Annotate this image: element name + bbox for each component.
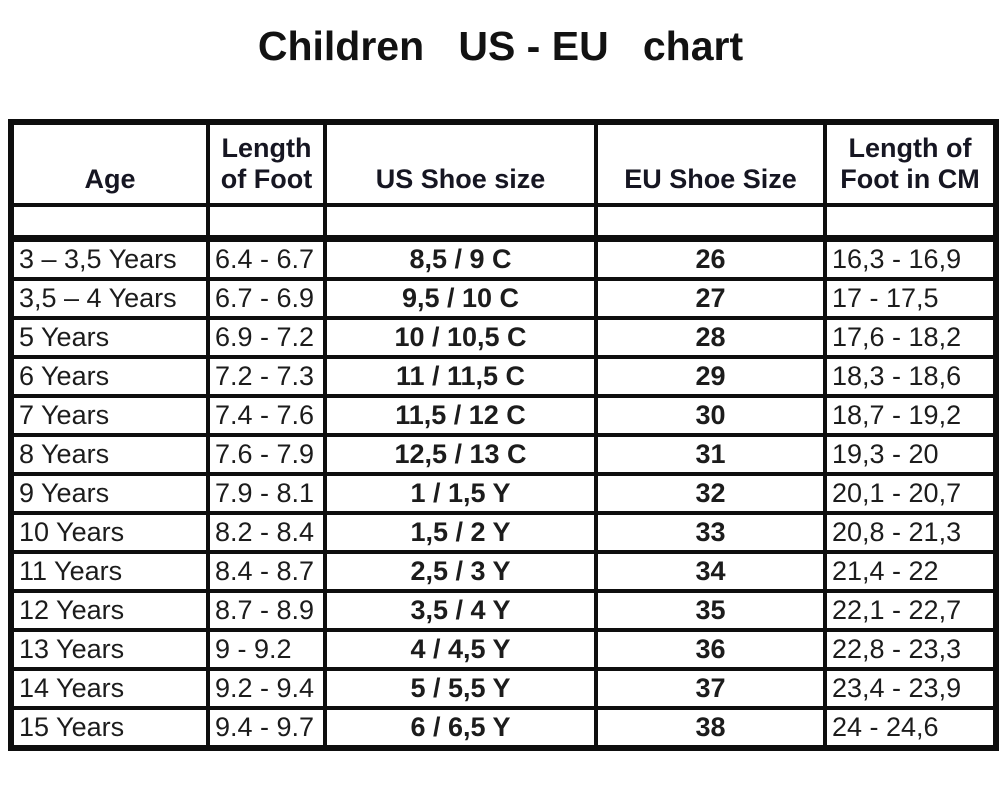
cell-foot-length: 8.4 - 8.7 (206, 550, 327, 594)
cell-foot-length: 7.2 - 7.3 (206, 355, 327, 399)
cell-eu-size: 26 (594, 236, 827, 282)
cell-age: 14 Years (9, 667, 210, 711)
page-title: Children US - EU chart (257, 23, 744, 69)
spacer-cell (9, 203, 210, 243)
cell-age: 12 Years (9, 589, 210, 633)
table-row: 13 Years 9 - 9.2 4 / 4,5 Y 36 22,8 - 23,… (9, 628, 998, 672)
cell-foot-cm: 23,4 - 23,9 (823, 667, 998, 711)
cell-us-size: 6 / 6,5 Y (323, 706, 598, 751)
cell-eu-size: 29 (594, 355, 827, 399)
cell-foot-length: 6.7 - 6.9 (206, 277, 327, 321)
cell-foot-cm: 21,4 - 22 (823, 550, 998, 594)
cell-age: 10 Years (9, 511, 210, 555)
header-foot-length: Length of Foot (206, 120, 327, 208)
cell-foot-cm: 17,6 - 18,2 (823, 316, 998, 360)
cell-foot-cm: 20,8 - 21,3 (823, 511, 998, 555)
cell-foot-cm: 24 - 24,6 (823, 706, 998, 751)
cell-us-size: 9,5 / 10 C (323, 277, 598, 321)
size-chart-table: Age Length of Foot US Shoe size EU Shoe … (8, 119, 999, 752)
spacer-cell (206, 203, 327, 243)
cell-foot-length: 8.7 - 8.9 (206, 589, 327, 633)
table-row: 3 – 3,5 Years 6.4 - 6.7 8,5 / 9 C 26 16,… (9, 236, 998, 282)
cell-us-size: 11,5 / 12 C (323, 394, 598, 438)
cell-us-size: 4 / 4,5 Y (323, 628, 598, 672)
cell-age: 5 Years (9, 316, 210, 360)
cell-foot-cm: 18,3 - 18,6 (823, 355, 998, 399)
table-row: 6 Years 7.2 - 7.3 11 / 11,5 C 29 18,3 - … (9, 355, 998, 399)
cell-age: 11 Years (9, 550, 210, 594)
table-row: 9 Years 7.9 - 8.1 1 / 1,5 Y 32 20,1 - 20… (9, 472, 998, 516)
cell-age: 9 Years (9, 472, 210, 516)
cell-us-size: 5 / 5,5 Y (323, 667, 598, 711)
cell-age: 7 Years (9, 394, 210, 438)
cell-eu-size: 37 (594, 667, 827, 711)
table-row: 8 Years 7.6 - 7.9 12,5 / 13 C 31 19,3 - … (9, 433, 998, 477)
cell-us-size: 12,5 / 13 C (323, 433, 598, 477)
cell-foot-length: 9 - 9.2 (206, 628, 327, 672)
cell-eu-size: 36 (594, 628, 827, 672)
table-row: 11 Years 8.4 - 8.7 2,5 / 3 Y 34 21,4 - 2… (9, 550, 998, 594)
spacer-cell (323, 203, 598, 243)
cell-us-size: 11 / 11,5 C (323, 355, 598, 399)
cell-foot-length: 7.4 - 7.6 (206, 394, 327, 438)
cell-foot-length: 8.2 - 8.4 (206, 511, 327, 555)
cell-eu-size: 32 (594, 472, 827, 516)
cell-foot-cm: 22,8 - 23,3 (823, 628, 998, 672)
header-row: Age Length of Foot US Shoe size EU Shoe … (9, 120, 998, 208)
table-row: 10 Years 8.2 - 8.4 1,5 / 2 Y 33 20,8 - 2… (9, 511, 998, 555)
cell-foot-cm: 20,1 - 20,7 (823, 472, 998, 516)
cell-eu-size: 30 (594, 394, 827, 438)
cell-eu-size: 35 (594, 589, 827, 633)
cell-eu-size: 27 (594, 277, 827, 321)
cell-foot-length: 7.6 - 7.9 (206, 433, 327, 477)
header-foot-cm: Length of Foot in CM (823, 120, 998, 208)
cell-age: 6 Years (9, 355, 210, 399)
cell-foot-length: 7.9 - 8.1 (206, 472, 327, 516)
header-us-size: US Shoe size (323, 120, 598, 208)
cell-eu-size: 38 (594, 706, 827, 751)
header-age: Age (9, 120, 210, 208)
table-row: 7 Years 7.4 - 7.6 11,5 / 12 C 30 18,7 - … (9, 394, 998, 438)
table-row: 5 Years 6.9 - 7.2 10 / 10,5 C 28 17,6 - … (9, 316, 998, 360)
cell-eu-size: 34 (594, 550, 827, 594)
cell-us-size: 8,5 / 9 C (323, 236, 598, 282)
cell-age: 3,5 – 4 Years (9, 277, 210, 321)
cell-us-size: 1 / 1,5 Y (323, 472, 598, 516)
cell-us-size: 2,5 / 3 Y (323, 550, 598, 594)
cell-eu-size: 31 (594, 433, 827, 477)
cell-foot-length: 6.4 - 6.7 (206, 236, 327, 282)
cell-foot-cm: 22,1 - 22,7 (823, 589, 998, 633)
header-eu-size: EU Shoe Size (594, 120, 827, 208)
cell-foot-cm: 18,7 - 19,2 (823, 394, 998, 438)
cell-foot-cm: 19,3 - 20 (823, 433, 998, 477)
cell-foot-length: 9.4 - 9.7 (206, 706, 327, 751)
spacer-cell (594, 203, 827, 243)
table-row: 12 Years 8.7 - 8.9 3,5 / 4 Y 35 22,1 - 2… (9, 589, 998, 633)
cell-foot-cm: 16,3 - 16,9 (823, 236, 998, 282)
cell-eu-size: 33 (594, 511, 827, 555)
cell-age: 13 Years (9, 628, 210, 672)
spacer-cell (823, 203, 998, 243)
cell-age: 3 – 3,5 Years (9, 236, 210, 282)
cell-us-size: 10 / 10,5 C (323, 316, 598, 360)
spacer-row (9, 203, 998, 243)
page: Children US - EU chart Age Length of Foo… (0, 23, 1001, 800)
cell-us-size: 3,5 / 4 Y (323, 589, 598, 633)
cell-us-size: 1,5 / 2 Y (323, 511, 598, 555)
cell-eu-size: 28 (594, 316, 827, 360)
table-row: 15 Years 9.4 - 9.7 6 / 6,5 Y 38 24 - 24,… (9, 706, 998, 751)
cell-age: 8 Years (9, 433, 210, 477)
cell-age: 15 Years (9, 706, 210, 751)
cell-foot-cm: 17 - 17,5 (823, 277, 998, 321)
cell-foot-length: 6.9 - 7.2 (206, 316, 327, 360)
cell-foot-length: 9.2 - 9.4 (206, 667, 327, 711)
table-row: 3,5 – 4 Years 6.7 - 6.9 9,5 / 10 C 27 17… (9, 277, 998, 321)
table-row: 14 Years 9.2 - 9.4 5 / 5,5 Y 37 23,4 - 2… (9, 667, 998, 711)
